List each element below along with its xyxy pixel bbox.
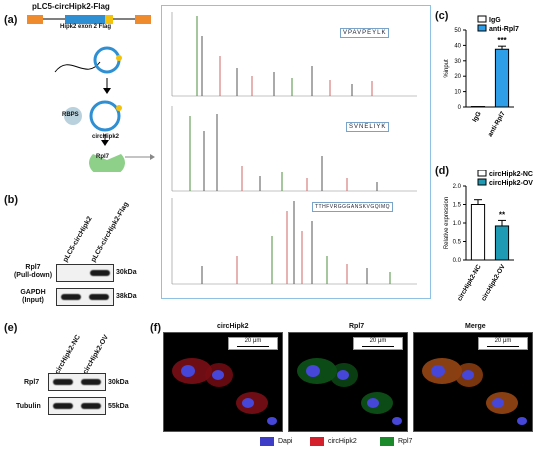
legend-label-dapi: Dapi — [278, 438, 293, 445]
micro-title-3: Merge — [465, 323, 486, 330]
row-label-2: Tubulin — [16, 403, 41, 410]
panel-a: pLC5-circHipk2-Flag Hipk2 exon 2 Flag RB… — [27, 2, 431, 299]
legend-swatch — [477, 170, 487, 177]
panel-label-f: (f) — [150, 322, 161, 334]
micro-image-rpl7: 20 μm — [288, 332, 408, 432]
band — [89, 294, 109, 300]
x-tick-label: IgG — [471, 111, 482, 124]
peptide-3: TTHFVRGGGANSKVGQIMQ — [312, 202, 394, 212]
blot-rpl7 — [56, 264, 114, 282]
rbps-label: RBPS — [62, 112, 79, 118]
x-tick-label: circHipk2-OV — [480, 263, 507, 302]
band — [61, 294, 81, 300]
y-axis-label: Relative expression — [444, 197, 450, 249]
band — [81, 403, 101, 409]
band — [90, 270, 110, 276]
band — [81, 379, 101, 385]
schematic — [27, 15, 155, 172]
x-tick-label: anti-Rpl7 — [487, 110, 507, 138]
size-label-2: 55kDa — [108, 403, 129, 410]
y-tick-label: 50 — [454, 28, 461, 34]
panel-label-c: (c) — [435, 10, 449, 22]
blot-tubulin — [48, 397, 106, 415]
lane-label-1: circHipk2-NC — [54, 333, 83, 376]
legend-swatch — [477, 178, 487, 186]
y-tick-label: 20 — [454, 74, 461, 80]
legend-swatch-dapi — [260, 437, 274, 446]
peptide-2: SVNELIYK — [346, 122, 390, 132]
row-label-2: GAPDH (Input) — [20, 289, 46, 304]
spectrum-1 — [171, 12, 417, 97]
row-label-1: Rpl7 (Pull-down) — [13, 264, 53, 279]
scale-bar: 20 μm — [478, 337, 528, 350]
panel-label-b: (b) — [4, 194, 19, 206]
y-tick-label: 30 — [454, 59, 461, 65]
panel-e: circHipk2-NC circHipk2-OV Rpl7 Tubulin 3… — [0, 320, 150, 430]
ms-spectra — [171, 12, 417, 285]
size-label-1: 30kDa — [116, 269, 137, 276]
row-label-1: Rpl7 — [24, 379, 40, 386]
bar — [494, 225, 510, 261]
panel-b: pLC5-circHipk2 pLC5-circHipk2-Flag Rpl7 … — [0, 190, 160, 306]
legend-label: circHipk2-NC — [489, 171, 533, 178]
size-label-2: 38kDa — [116, 293, 137, 300]
legend-swatch-rpl7 — [380, 437, 394, 446]
panel-label-d: (d) — [435, 165, 450, 177]
circhipk2-label: circHipk2 — [92, 134, 120, 140]
bar — [470, 204, 486, 261]
scale-bar: 20 μm — [353, 337, 403, 350]
legend-label: IgG — [489, 17, 501, 24]
chart-c: 0 10 20 30 40 50 %input IgG anti-Rpl7 *** IgG anti-… — [444, 15, 519, 138]
lane-label-2: pLC5-circHipk2-Flag — [90, 201, 131, 264]
construct-label: pLC5-circHipk2-Flag — [32, 2, 110, 11]
spectrum-2 — [171, 106, 417, 192]
y-tick-label: 0.0 — [453, 258, 462, 264]
bar — [494, 48, 510, 108]
blot-gapdh — [56, 288, 114, 306]
panel-label-a: (a) — [4, 14, 18, 26]
micro-title-2: Rpl7 — [349, 323, 365, 330]
y-tick-label: 40 — [454, 43, 461, 49]
peptide-1: VPAVPEYLK — [340, 28, 390, 38]
size-label-1: 30kDa — [108, 379, 129, 386]
band — [53, 403, 73, 409]
legend-label: anti-Rpl7 — [489, 26, 519, 33]
y-tick-label: 1.0 — [453, 221, 462, 227]
y-tick-label: 0 — [458, 105, 462, 111]
panel-f: circHipk2 Rpl7 Merge 20 μm 20 μm — [160, 320, 545, 450]
legend-label-circhipk2: circHipk2 — [328, 438, 357, 445]
legend-label-rpl7: Rpl7 — [398, 438, 413, 445]
y-tick-label: 2.0 — [453, 184, 462, 190]
panel-label-e: (e) — [4, 322, 18, 334]
ms-spectra-frame: VPAVPEYLK SVNELIYK TTHFVRGGGANSKVGQIMQ — [161, 5, 431, 299]
legend-swatch — [477, 24, 487, 32]
lane-label-2: circHipk2-OV — [82, 333, 111, 376]
lane-label-1: pLC5-circHipk2 — [62, 215, 94, 264]
y-tick-label: 1.5 — [453, 203, 462, 209]
micro-image-merge: 20 μm — [413, 332, 533, 432]
micro-image-circhipk2: 20 μm — [163, 332, 283, 432]
y-axis-label: %input — [444, 59, 450, 78]
chart-d: 0.0 0.5 1.0 1.5 2.0 Relative expression circHi… — [444, 170, 533, 302]
band — [53, 379, 73, 385]
spectrum-3 — [171, 198, 417, 285]
x-tick-label: circHipk2-NC — [456, 263, 483, 302]
exon-label: Hipk2 exon 2 Flag — [60, 24, 112, 30]
legend-swatch — [477, 15, 487, 23]
significance-label: *** — [497, 36, 507, 45]
rpl7-label: Rpl7 — [96, 154, 110, 160]
legend-label: circHipk2-OV — [489, 180, 533, 187]
micro-title-1: circHipk2 — [217, 323, 249, 330]
blot-rpl7 — [48, 373, 106, 391]
y-tick-label: 10 — [454, 90, 461, 96]
scale-bar: 20 μm — [228, 337, 278, 350]
y-tick-label: 0.5 — [453, 240, 462, 246]
significance-label: ** — [499, 210, 506, 219]
legend-swatch-circhipk2 — [310, 437, 324, 446]
